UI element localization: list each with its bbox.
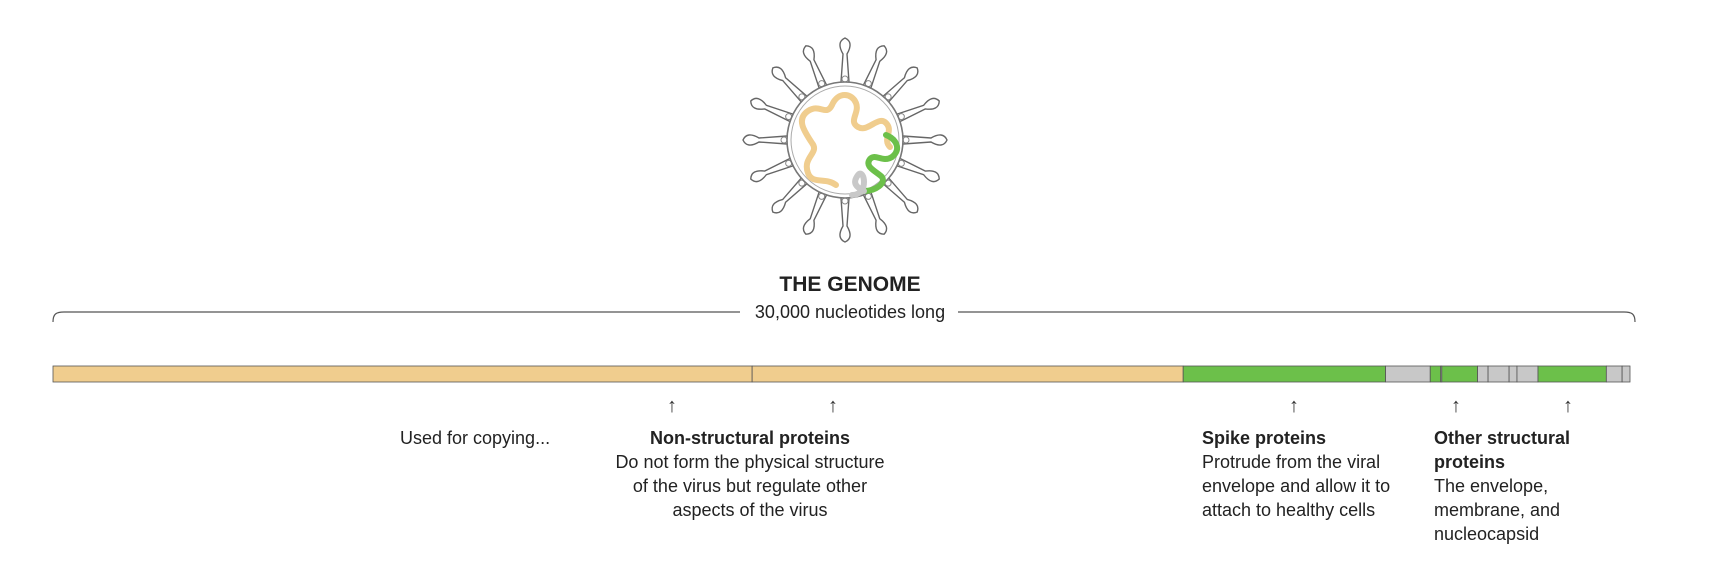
non-structural-line: Do not form the physical structure	[615, 452, 885, 472]
membrane-protein-icon	[841, 75, 849, 83]
spike-protein-icon	[839, 197, 851, 243]
spike-protein-icon	[742, 134, 788, 146]
spike-protein-icon	[771, 177, 808, 214]
membrane-protein-icon	[798, 179, 806, 187]
copying-label: Used for copying...	[400, 428, 551, 448]
arrow-up-icon: ↑	[1289, 395, 1299, 417]
spike-protein-icon	[896, 157, 940, 183]
genome-segment-non-structural	[751, 365, 1184, 383]
spike-protein-icon	[882, 66, 919, 103]
genome-segment-structural	[1429, 365, 1442, 383]
non-structural-line: aspects of the virus	[672, 500, 828, 520]
spike-heading: Spike proteins	[1202, 428, 1327, 448]
non-structural-annotation: Non-structural proteins Do not form the …	[590, 426, 910, 522]
other-structural-line: nucleocapsid	[1434, 524, 1540, 544]
diagram-subtitle: 30,000 nucleotides long	[754, 302, 946, 322]
spike-protein-icon	[771, 66, 808, 103]
other-structural-heading: Other structural	[1434, 428, 1571, 448]
arrow-up-icon: ↑	[1451, 395, 1461, 417]
spike-protein-icon	[862, 45, 888, 89]
spike-line: envelope and allow it to	[1202, 476, 1391, 496]
arrow-up-icon: ↑	[828, 395, 838, 417]
non-structural-heading: Non-structural proteins	[649, 428, 850, 448]
rna-strand-green	[861, 132, 901, 194]
spike-protein-icon	[750, 157, 794, 183]
spike-protein-icon	[896, 97, 940, 123]
spike-annotation: Spike proteins Protrude from the viral e…	[1202, 426, 1422, 522]
genome-segment-structural	[1441, 365, 1478, 383]
non-structural-line: of the virus but regulate other	[632, 476, 868, 496]
spike-line: Protrude from the viral	[1202, 452, 1381, 472]
spike-protein-icon	[802, 45, 828, 89]
arrow-up-icon: ↑	[1563, 395, 1573, 417]
spike-protein-icon	[750, 97, 794, 123]
genome-segment-other	[1487, 365, 1510, 383]
spike-protein-icon	[882, 177, 919, 214]
rna-strand-gray	[849, 170, 867, 198]
other-structural-line: membrane, and	[1434, 500, 1561, 520]
membrane-protein-icon	[902, 136, 910, 144]
genome-bar	[52, 365, 1631, 383]
genome-segment-structural	[1182, 365, 1386, 383]
membrane-protein-icon	[884, 93, 892, 101]
virus-inner-membrane	[790, 85, 900, 195]
virus-spikes	[742, 37, 948, 243]
spike-line: attach to healthy cells	[1202, 500, 1376, 520]
other-structural-heading: proteins	[1434, 452, 1506, 472]
spike-protein-icon	[839, 37, 851, 83]
other-structural-annotation: Other structural proteins The envelope, …	[1434, 426, 1634, 546]
spike-protein-icon	[902, 134, 948, 146]
genome-segment-non-structural	[52, 365, 753, 383]
diagram-title: THE GENOME	[779, 273, 921, 296]
genome-segment-structural	[1537, 365, 1607, 383]
virus-icon	[742, 37, 948, 243]
genome-segment-other	[1385, 365, 1431, 383]
other-structural-line: The envelope,	[1434, 476, 1549, 496]
spike-protein-icon	[862, 191, 888, 235]
membrane-protein-icon	[780, 136, 788, 144]
rna-strand-tan	[798, 92, 893, 188]
membrane-protein-icon	[841, 197, 849, 205]
arrow-up-icon: ↑	[667, 395, 677, 417]
genome-segment-other	[1508, 365, 1518, 383]
genome-segment-other	[1621, 365, 1631, 383]
spike-protein-icon	[802, 191, 828, 235]
genome-segment-other	[1605, 365, 1623, 383]
membrane-protein-icon	[798, 93, 806, 101]
genome-segment-other	[1477, 365, 1489, 383]
genome-segment-other	[1516, 365, 1539, 383]
genome-brace	[52, 311, 1636, 323]
